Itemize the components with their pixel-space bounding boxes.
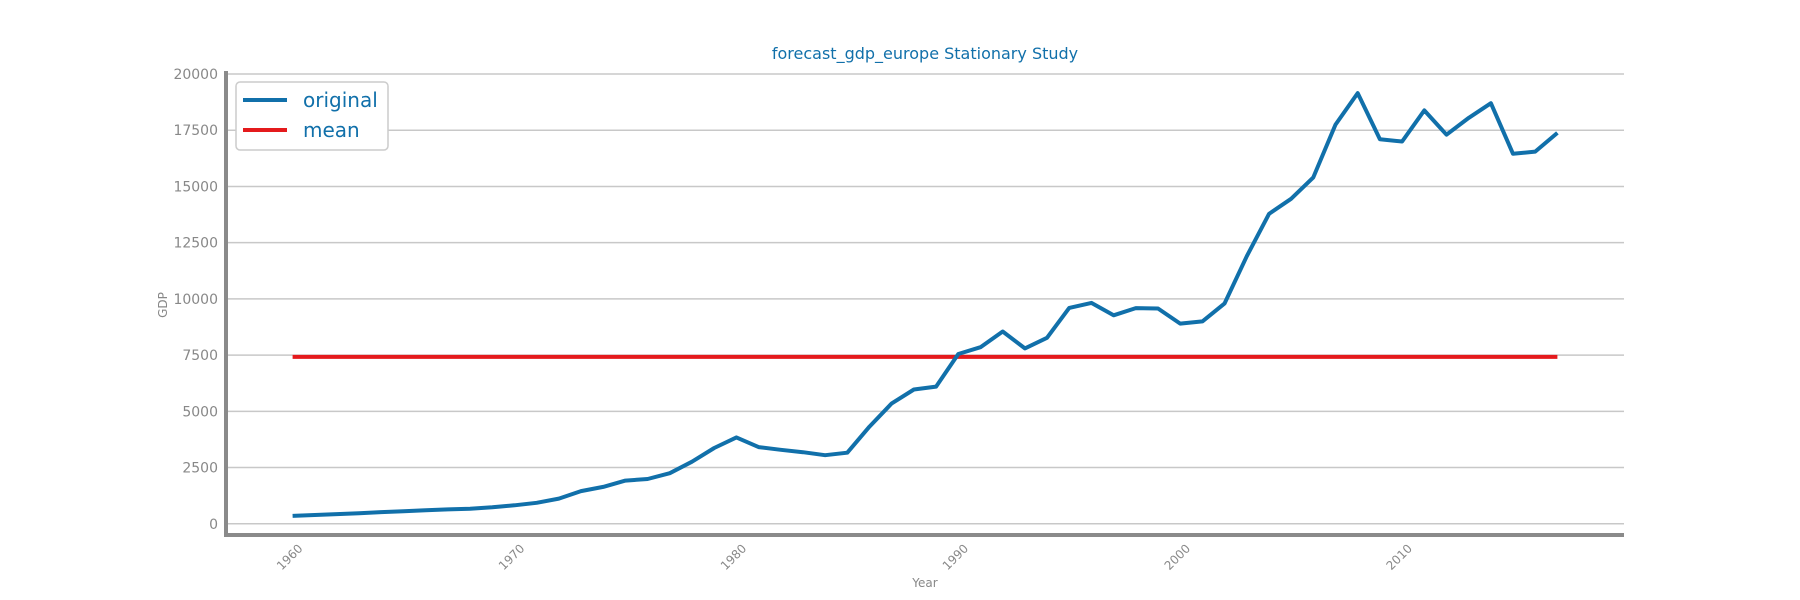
y-tick-label: 7500 xyxy=(182,348,218,364)
gridlines xyxy=(226,73,1624,525)
legend: original mean xyxy=(235,81,389,151)
x-tick-label: 1970 xyxy=(496,541,527,572)
series-lines xyxy=(292,91,1559,518)
x-tick-label: 2000 xyxy=(1162,541,1193,572)
y-tick-label: 5000 xyxy=(182,404,218,420)
x-tick-label: 1990 xyxy=(940,541,971,572)
chart-title: forecast_gdp_europe Stationary Study xyxy=(772,44,1078,64)
legend-label-mean: mean xyxy=(303,118,360,142)
y-axis-label: GDP xyxy=(156,292,170,318)
x-tick-labels: 1960 1970 1980 1990 2000 2010 xyxy=(274,541,1415,572)
y-tick-label: 17500 xyxy=(173,123,218,139)
x-tick-label: 2010 xyxy=(1384,541,1415,572)
x-axis-label: Year xyxy=(911,576,937,590)
x-tick-label: 1960 xyxy=(274,541,305,572)
y-tick-labels: 0 2500 5000 7500 10000 12500 15000 17500 20000 xyxy=(173,67,218,533)
y-tick-label: 12500 xyxy=(173,236,218,252)
y-tick-label: 0 xyxy=(209,517,218,533)
y-tick-label: 10000 xyxy=(173,292,218,308)
series-line-original xyxy=(292,91,1559,518)
y-tick-label: 2500 xyxy=(182,461,218,477)
y-tick-label: 15000 xyxy=(173,179,218,195)
x-tick-label: 1980 xyxy=(718,541,749,572)
y-tick-label: 20000 xyxy=(173,67,218,83)
legend-label-original: original xyxy=(303,88,378,112)
